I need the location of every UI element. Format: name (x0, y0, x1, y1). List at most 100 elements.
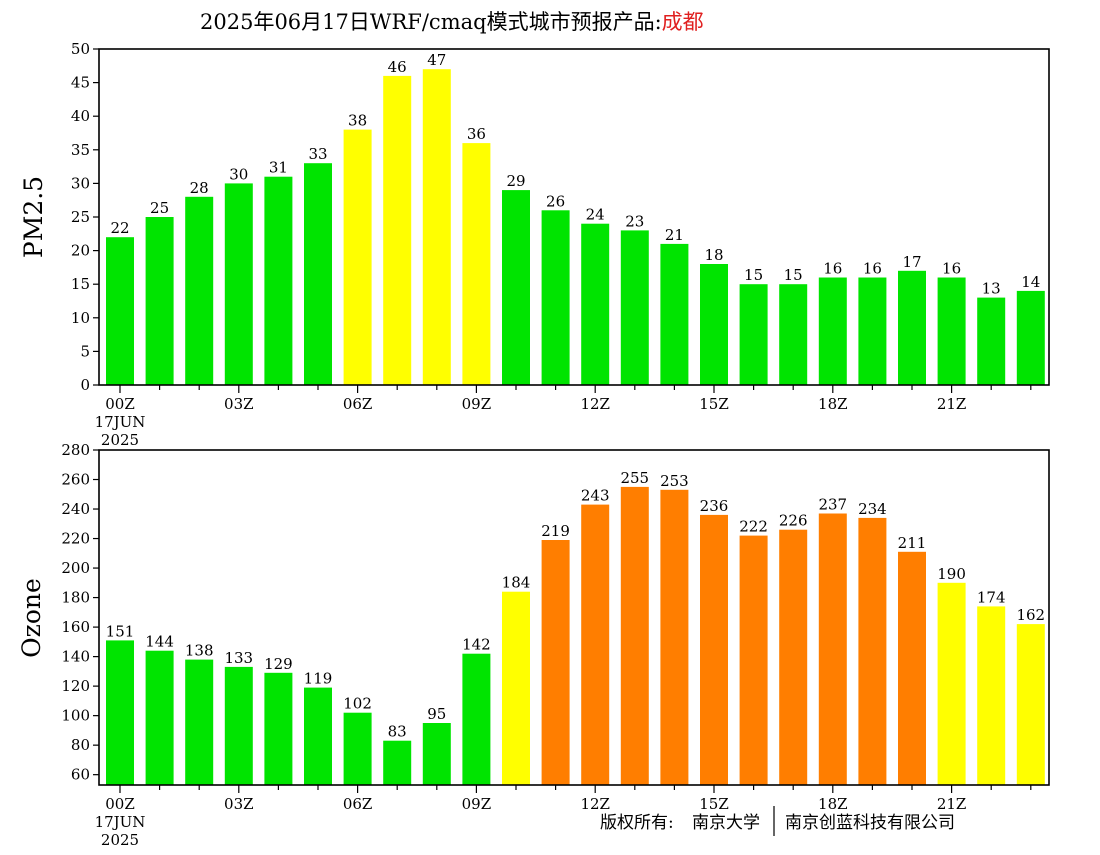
pm25-bar (502, 190, 530, 385)
ozone-y-tick-label: 200 (61, 559, 90, 577)
footer-org-nju: 南京大学 (692, 813, 760, 833)
ozone-x-tick-label: 00Z (105, 795, 135, 813)
pm25-bar (106, 237, 134, 385)
pm25-value-label: 21 (665, 226, 684, 244)
ozone-value-label: 174 (977, 588, 1006, 606)
ozone-y-tick-label: 160 (61, 618, 90, 636)
ozone-value-label: 83 (388, 723, 407, 741)
pm25-bar (264, 176, 293, 385)
pm25-bar (977, 297, 1006, 385)
pm25-value-label: 17 (902, 253, 921, 271)
pm25-bar (858, 277, 887, 385)
pm25-value-label: 15 (784, 266, 803, 284)
ozone-y-tick-label: 280 (61, 441, 90, 459)
ozone-bar (620, 486, 649, 785)
pm25-bar (660, 243, 689, 385)
pm25-x-tick-label: 00Z (105, 395, 135, 413)
pm25-value-label: 47 (427, 51, 446, 69)
ozone-value-label: 190 (937, 565, 966, 583)
pm25-value-label: 29 (506, 172, 525, 190)
pm25-bar (422, 69, 451, 385)
ozone-bar (224, 666, 253, 785)
ozone-value-label: 133 (224, 649, 253, 667)
ozone-value-label: 236 (700, 497, 729, 515)
pm25-y-tick-label: 35 (71, 141, 90, 159)
pm25-bar (898, 270, 926, 385)
pm25-x-tick-label: 2025 (101, 431, 139, 449)
ozone-y-tick-label: 220 (61, 530, 90, 548)
pm25-value-label: 13 (982, 280, 1001, 298)
ozone-y-tick-label: 80 (71, 736, 90, 754)
pm25-bar (462, 143, 491, 385)
footer-org-company: 南京创蓝科技有限公司 (785, 813, 955, 833)
ozone-bar (145, 650, 174, 785)
ozone-value-label: 138 (185, 642, 214, 660)
pm25-bar (620, 230, 649, 385)
copyright-label: 版权所有: (600, 813, 674, 833)
pm25-y-tick-label: 50 (71, 40, 90, 58)
pm25-y-tick-label: 30 (71, 174, 90, 192)
pm25-panel: 22 25 28 30 31 33 38 46 47 36 29 26 24 23 21 18 15 15 16 16… (19, 40, 1050, 449)
ozone-bar (660, 489, 689, 785)
pm25-x-tick-label: 03Z (224, 395, 254, 413)
pm25-bar (1016, 290, 1045, 385)
pm25-bar (224, 183, 253, 385)
pm25-value-label: 16 (863, 260, 882, 278)
pm25-value-label: 15 (744, 266, 763, 284)
ozone-y-tick-label: 100 (61, 707, 90, 725)
ozone-bar (502, 591, 530, 785)
pm25-value-label: 25 (150, 199, 169, 217)
pm25-x-tick-label: 06Z (343, 395, 373, 413)
pm25-value-label: 23 (625, 212, 644, 230)
pm25-y-tick-label: 45 (71, 74, 90, 92)
ozone-bar (422, 723, 451, 785)
ozone-y-tick-label: 180 (61, 589, 90, 607)
ozone-bar (739, 535, 768, 785)
pm25-value-label: 26 (546, 192, 565, 210)
pm25-bar (739, 284, 768, 385)
pm25-y-tick-label: 20 (71, 242, 90, 260)
pm25-value-label: 22 (110, 219, 129, 237)
ozone-value-label: 211 (898, 534, 927, 552)
ozone-value-label: 243 (581, 487, 610, 505)
pm25-value-label: 16 (942, 260, 961, 278)
pm25-value-label: 30 (229, 165, 248, 183)
ozone-value-label: 119 (304, 670, 333, 688)
ozone-value-label: 129 (264, 655, 293, 673)
pm25-value-label: 24 (586, 206, 605, 224)
ozone-bar (462, 653, 491, 785)
pm25-value-label: 28 (190, 179, 209, 197)
pm25-value-label: 14 (1021, 273, 1040, 291)
ozone-value-label: 95 (427, 705, 446, 723)
pm25-bars (106, 69, 1045, 385)
pm25-value-label: 36 (467, 125, 486, 143)
pm25-y-tick-label: 15 (71, 275, 90, 293)
ozone-bar (977, 606, 1006, 785)
ozone-value-label: 162 (1016, 606, 1045, 624)
pm25-bar (937, 277, 966, 385)
ozone-plot-frame (98, 449, 1050, 786)
ozone-bar (779, 529, 808, 785)
pm25-value-label: 18 (704, 246, 723, 264)
ozone-value-label: 219 (541, 522, 570, 540)
pm25-bar (343, 129, 372, 385)
ozone-bar (818, 513, 847, 785)
ozone-bar (343, 712, 372, 785)
ozone-bar (185, 659, 214, 785)
pm25-value-label: 31 (269, 159, 288, 177)
pm25-bar (145, 217, 174, 385)
ozone-value-label: 222 (739, 518, 768, 536)
ozone-value-label: 226 (779, 512, 808, 530)
ozone-value-label: 255 (620, 469, 649, 487)
ozone-value-label: 184 (502, 574, 531, 592)
ozone-x-tick-label: 2025 (101, 831, 139, 849)
ozone-x-tick-label: 15Z (699, 795, 729, 813)
pm25-y-tick-label: 25 (71, 208, 90, 226)
ozone-y-axis-label: Ozone (17, 578, 46, 658)
ozone-value-label: 151 (106, 622, 135, 640)
pm25-y-axis-label: PM2.5 (19, 176, 48, 258)
pm25-y-tick-label: 10 (71, 309, 90, 327)
ozone-value-label: 253 (660, 472, 689, 490)
pm25-bar (541, 210, 570, 385)
pm25-bar (779, 284, 808, 385)
